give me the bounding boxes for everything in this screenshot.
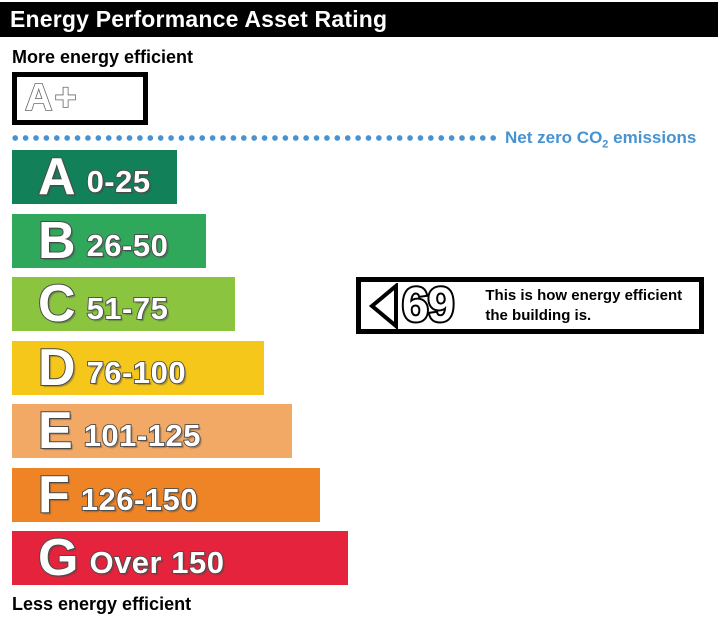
left-arrow-icon <box>368 282 399 329</box>
band-b-letter: B <box>37 212 77 270</box>
band-a-plus: A+ <box>12 72 148 125</box>
band-a: A 0-25 <box>12 150 177 204</box>
rating-indicator: 69 This is how energy efficient the buil… <box>356 277 704 334</box>
band-g-letter: G <box>37 529 79 587</box>
band-c-letter: C <box>37 275 77 333</box>
band-e: E 101-125 <box>12 404 292 458</box>
rating-value: 69 <box>400 278 456 332</box>
band-d: D 76-100 <box>12 341 264 395</box>
band-f-letter: F <box>37 466 71 524</box>
less-efficient-label: Less energy efficient <box>12 594 192 614</box>
band-b: B 26-50 <box>12 214 206 268</box>
band-e-letter: E <box>37 402 74 460</box>
rating-description-line2: the building is. <box>485 306 592 324</box>
band-a-letter: A <box>37 148 77 206</box>
rating-description-line1: This is how energy efficient <box>485 287 683 304</box>
band-g-range: Over 150 <box>89 544 225 580</box>
band-c: C 51-75 <box>12 277 235 331</box>
band-e-range: 101-125 <box>83 417 202 453</box>
net-zero-label: Net zero CO2 emissions <box>505 128 696 150</box>
net-zero-label-prefix: Net zero CO <box>505 128 603 147</box>
more-efficient-label: More energy efficient <box>12 47 194 67</box>
band-c-range: 51-75 <box>86 290 169 326</box>
net-zero-label-suffix: emissions <box>608 128 697 147</box>
net-zero-dotted-line <box>12 134 498 142</box>
page-title: Energy Performance Asset Rating <box>0 2 718 37</box>
net-zero-label-subscript: 2 <box>602 138 609 151</box>
band-d-range: 76-100 <box>86 354 187 390</box>
band-b-range: 26-50 <box>86 227 169 263</box>
band-f: F 126-150 <box>12 468 320 522</box>
band-a-range: 0-25 <box>86 163 151 199</box>
band-d-letter: D <box>37 339 77 397</box>
band-f-range: 126-150 <box>80 481 199 517</box>
band-g: G Over 150 <box>12 531 348 585</box>
rating-description: This is how energy efficient the buildin… <box>485 286 682 325</box>
band-a-plus-label: A+ <box>24 76 79 120</box>
